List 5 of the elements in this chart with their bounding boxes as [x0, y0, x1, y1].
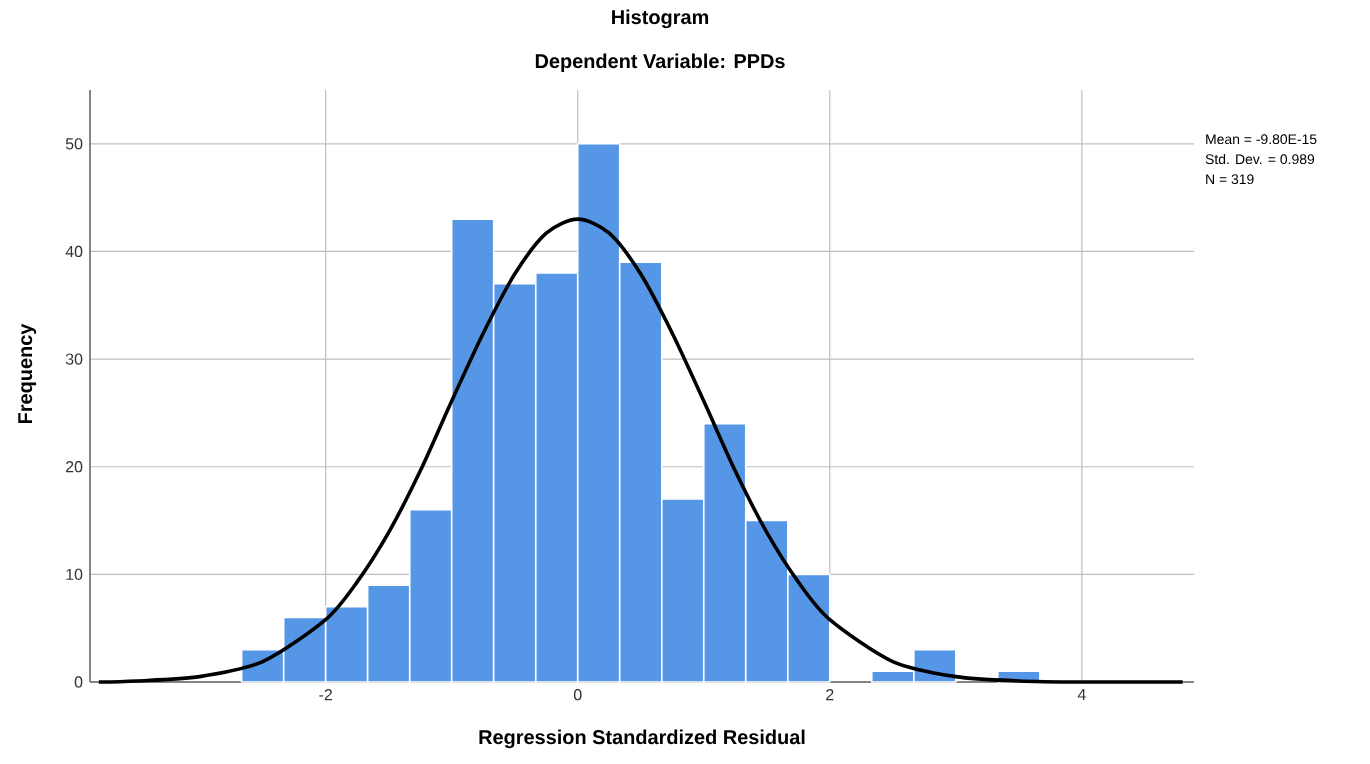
x-axis-title: Regression Standardized Residual	[479, 729, 805, 749]
chart-subtitle: Dependent Variable: PPDs	[535, 53, 785, 73]
y-axis-title: Frequency	[18, 323, 37, 424]
line-series	[97, 217, 1185, 684]
chart-title: Histogram	[612, 9, 709, 29]
